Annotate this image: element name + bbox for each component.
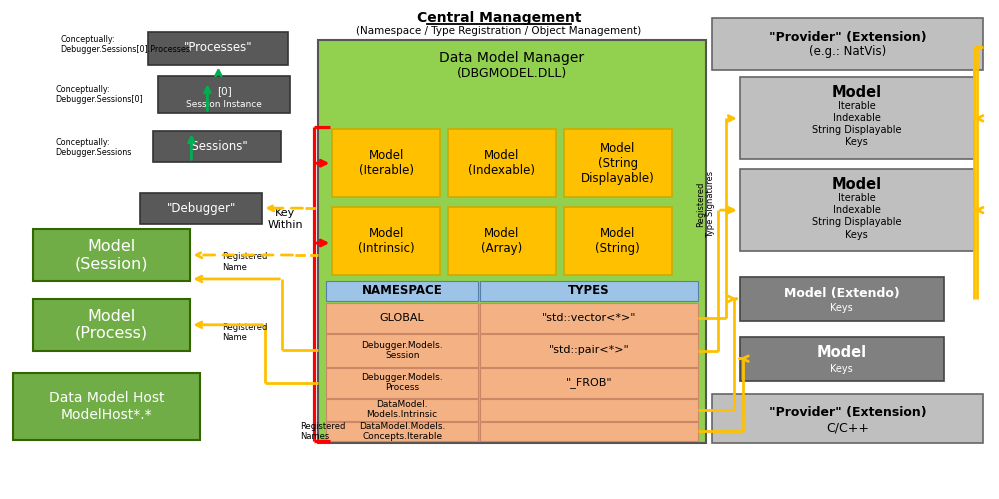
Text: Central Management: Central Management xyxy=(417,10,581,24)
Text: "Debugger": "Debugger" xyxy=(167,202,236,215)
Text: Iterable: Iterable xyxy=(837,101,875,111)
Text: (e.g.: NatVis): (e.g.: NatVis) xyxy=(809,45,886,58)
Text: Model (Extendo): Model (Extendo) xyxy=(783,287,899,300)
Text: Indexable: Indexable xyxy=(832,205,880,215)
Text: Indexable: Indexable xyxy=(832,113,880,123)
Bar xyxy=(327,281,479,301)
Bar xyxy=(481,399,697,421)
Bar xyxy=(154,131,282,162)
Text: DataModel.Models.
Concepts.Iterable: DataModel.Models. Concepts.Iterable xyxy=(359,422,446,441)
Text: Conceptually:
Debugger.Sessions: Conceptually: Debugger.Sessions xyxy=(56,138,132,157)
Text: Keys: Keys xyxy=(830,364,853,374)
Bar xyxy=(739,77,974,159)
Text: Keys: Keys xyxy=(845,230,868,240)
Text: "Sessions": "Sessions" xyxy=(187,140,249,153)
Text: Keys: Keys xyxy=(845,137,868,147)
Bar xyxy=(449,207,555,275)
Text: Model
(String): Model (String) xyxy=(595,227,640,255)
Text: Data Model Manager: Data Model Manager xyxy=(440,50,584,64)
Text: Model
(Array): Model (Array) xyxy=(482,227,522,255)
Text: Conceptually:
Debugger.Sessions[0]: Conceptually: Debugger.Sessions[0] xyxy=(56,85,144,104)
Text: NAMESPACE: NAMESPACE xyxy=(362,284,443,297)
Text: Iterable: Iterable xyxy=(837,193,875,203)
Text: DataModel.
Models.Intrinsic: DataModel. Models.Intrinsic xyxy=(367,400,438,419)
Bar xyxy=(481,303,697,333)
Bar xyxy=(563,207,671,275)
Text: String Displayable: String Displayable xyxy=(812,125,901,135)
Text: "_FROB": "_FROB" xyxy=(565,377,612,388)
Text: Model: Model xyxy=(816,345,866,360)
Bar xyxy=(481,368,697,398)
Text: "std::vector<*>": "std::vector<*>" xyxy=(541,313,636,323)
Text: Model
(Process): Model (Process) xyxy=(75,308,148,341)
Text: TYPES: TYPES xyxy=(568,284,609,297)
Text: Debugger.Models.
Process: Debugger.Models. Process xyxy=(362,373,443,392)
Bar xyxy=(333,129,441,197)
Bar xyxy=(141,193,263,224)
Text: GLOBAL: GLOBAL xyxy=(380,313,425,323)
Bar xyxy=(739,277,944,321)
Bar xyxy=(327,368,479,398)
Text: "Provider" (Extension): "Provider" (Extension) xyxy=(768,406,926,419)
Text: Registered
Type Signatures: Registered Type Signatures xyxy=(696,171,715,238)
Text: Key
Within: Key Within xyxy=(268,208,303,230)
Text: String Displayable: String Displayable xyxy=(812,217,901,227)
Bar xyxy=(739,337,944,381)
Bar xyxy=(481,422,697,442)
Bar xyxy=(711,394,983,444)
Text: C/C++: C/C++ xyxy=(826,421,869,434)
Text: Model
(Indexable): Model (Indexable) xyxy=(469,149,535,177)
Bar xyxy=(149,31,289,64)
Text: Model
(Intrinsic): Model (Intrinsic) xyxy=(358,227,415,255)
Bar xyxy=(481,334,697,367)
Text: "Provider" (Extension): "Provider" (Extension) xyxy=(768,31,926,44)
Text: Model
(Session): Model (Session) xyxy=(75,239,148,271)
Bar xyxy=(449,129,555,197)
Text: Conceptually:
Debugger.Sessions[0].Processes: Conceptually: Debugger.Sessions[0].Proce… xyxy=(61,35,191,54)
Bar xyxy=(33,229,191,281)
Text: [0]: [0] xyxy=(217,86,232,96)
Text: Session Instance: Session Instance xyxy=(187,100,263,109)
Bar xyxy=(327,422,479,442)
Bar xyxy=(739,169,974,251)
Bar xyxy=(319,39,705,444)
Text: Data Model Host
ModelHost*.*: Data Model Host ModelHost*.* xyxy=(49,391,164,422)
Text: Registered
Names: Registered Names xyxy=(301,422,346,441)
Text: Model: Model xyxy=(831,85,881,100)
Bar xyxy=(327,303,479,333)
Text: (DBGMODEL.DLL): (DBGMODEL.DLL) xyxy=(457,67,567,80)
Text: Model: Model xyxy=(831,177,881,192)
Text: Model
(String
Displayable): Model (String Displayable) xyxy=(581,142,654,185)
Bar xyxy=(563,129,671,197)
Bar xyxy=(33,299,191,351)
Text: Keys: Keys xyxy=(830,303,853,313)
Text: (Namespace / Type Registration / Object Management): (Namespace / Type Registration / Object … xyxy=(357,25,641,35)
Text: "Processes": "Processes" xyxy=(184,41,253,54)
Bar xyxy=(711,17,983,69)
Bar xyxy=(327,334,479,367)
Bar xyxy=(481,281,697,301)
Bar xyxy=(13,373,201,441)
Bar xyxy=(333,207,441,275)
Text: "std::pair<*>": "std::pair<*>" xyxy=(548,345,629,355)
Text: Model
(Iterable): Model (Iterable) xyxy=(359,149,414,177)
Text: Registered
Name: Registered Name xyxy=(223,323,268,342)
Text: Registered
Name: Registered Name xyxy=(223,252,268,271)
Bar xyxy=(327,399,479,421)
Text: Debugger.Models.
Session: Debugger.Models. Session xyxy=(362,340,443,360)
Bar xyxy=(159,76,291,113)
